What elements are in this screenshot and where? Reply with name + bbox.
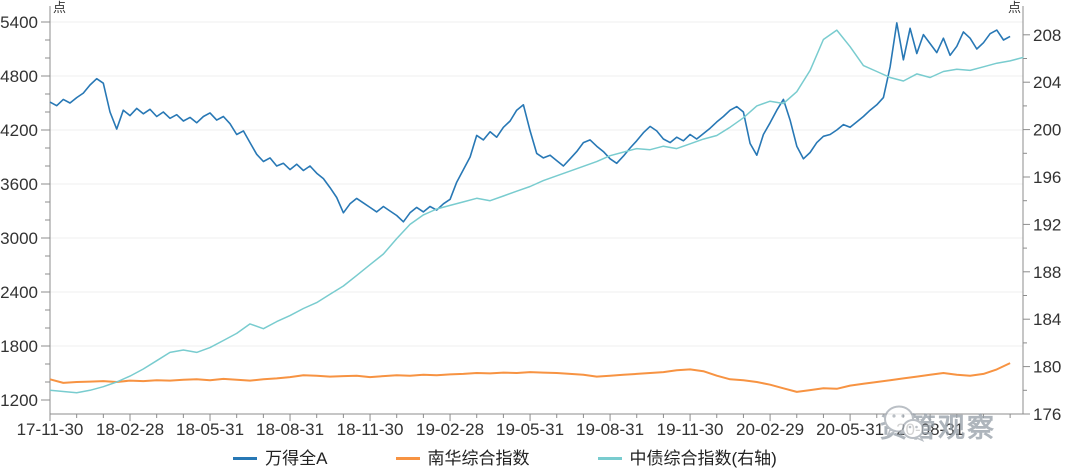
svg-text:1800: 1800 (0, 337, 38, 356)
legend-line-swatch-blue (233, 456, 258, 460)
legend-item-wind-all-a: 万得全A (233, 448, 328, 468)
svg-text:188: 188 (1033, 263, 1061, 282)
legend-item-chinabond-composite: 中债综合指数(右轴) (597, 448, 777, 468)
svg-text:204: 204 (1033, 73, 1061, 92)
svg-text:184: 184 (1033, 310, 1061, 329)
svg-text:17-11-30: 17-11-30 (17, 420, 84, 439)
series-2 (49, 29, 1024, 394)
svg-text:19-02-28: 19-02-28 (416, 420, 484, 439)
x-axis: 17-11-30 18-02-28 18-05-31 18-08-31 18-11-30… (17, 414, 1011, 439)
legend-item-nanhua-composite: 南华综合指数 (395, 448, 530, 468)
svg-text:18-08-31: 18-08-31 (256, 420, 324, 439)
svg-text:196: 196 (1033, 168, 1061, 187)
legend-label-nanhua-composite: 南华综合指数 (427, 448, 530, 468)
svg-text:19-11-30: 19-11-30 (657, 420, 724, 439)
legend-label-chinabond-composite: 中债综合指数(右轴) (629, 448, 777, 468)
left-axis-unit-label: 点 (53, 0, 67, 15)
svg-text:18-11-30: 18-11-30 (337, 420, 404, 439)
svg-text:176: 176 (1033, 405, 1061, 424)
svg-text:192: 192 (1033, 215, 1061, 234)
svg-text:19-08-31: 19-08-31 (576, 420, 644, 439)
svg-text:2400: 2400 (0, 283, 38, 302)
svg-text:20-08-31: 20-08-31 (896, 420, 964, 439)
svg-text:3000: 3000 (0, 229, 38, 248)
svg-text:18-05-31: 18-05-31 (176, 420, 244, 439)
svg-text:1200: 1200 (0, 391, 38, 410)
legend-line-swatch-cyan (597, 456, 622, 460)
right-axis-unit-label: 点 (1008, 0, 1022, 15)
svg-text:18-02-28: 18-02-28 (96, 420, 164, 439)
series-0 (49, 22, 1011, 223)
legend-label-wind-all-a: 万得全A (265, 448, 328, 468)
svg-text:4800: 4800 (0, 67, 38, 86)
svg-text:3600: 3600 (0, 175, 38, 194)
svg-text:20-05-31: 20-05-31 (816, 420, 884, 439)
svg-text:19-05-31: 19-05-31 (496, 420, 564, 439)
left-axis: 5400 4800 4200 3600 3000 2400 1800 1200 (0, 13, 50, 410)
svg-text:4200: 4200 (0, 121, 38, 140)
svg-text:20-02-29: 20-02-29 (736, 420, 804, 439)
series-1 (49, 362, 1011, 393)
svg-text:208: 208 (1033, 26, 1061, 45)
svg-text:200: 200 (1033, 121, 1061, 140)
svg-text:5400: 5400 (0, 13, 38, 32)
svg-text:180: 180 (1033, 358, 1061, 377)
legend-line-swatch-orange (395, 456, 420, 460)
right-axis: 208 204 200 196 192 188 184 180 176 (1023, 26, 1061, 424)
legend: 万得全A 南华综合指数 中债综合指数(右轴) (0, 444, 1045, 472)
